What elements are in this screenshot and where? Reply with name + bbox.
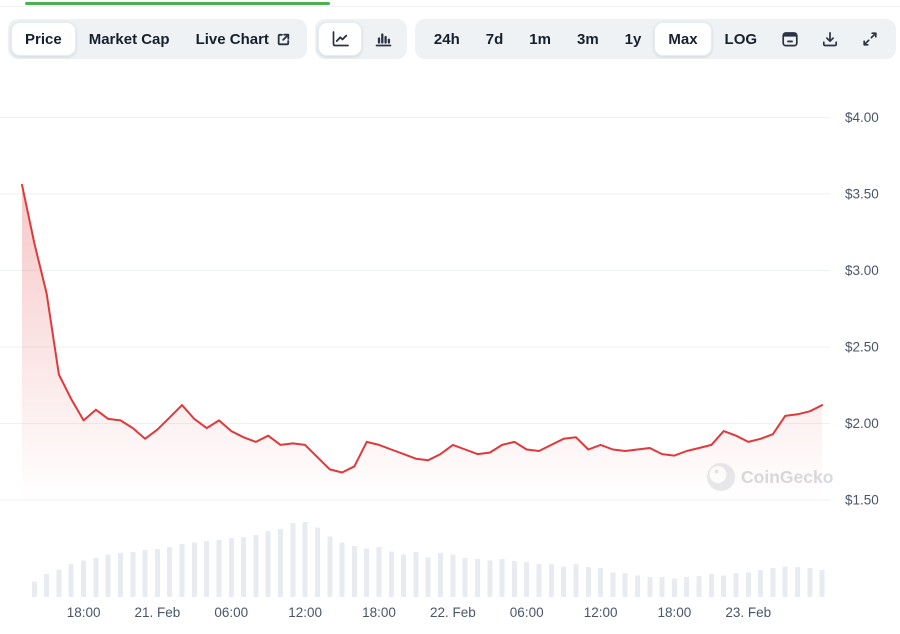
price-line bbox=[21, 183, 824, 474]
calendar-icon bbox=[782, 32, 798, 47]
live-chart-tab[interactable]: Live Chart bbox=[183, 22, 304, 56]
svg-text:$2.00: $2.00 bbox=[845, 416, 879, 431]
svg-text:$3.50: $3.50 bbox=[845, 187, 879, 202]
svg-text:12:00: 12:00 bbox=[584, 605, 618, 620]
line-chart-type-button[interactable] bbox=[317, 22, 362, 56]
svg-text:$3.00: $3.00 bbox=[845, 263, 879, 278]
external-link-icon bbox=[277, 33, 290, 45]
fullscreen-button[interactable] bbox=[850, 22, 890, 56]
chart-toolbar: Price Market Cap Live Chart bbox=[8, 19, 897, 59]
chart-type-toggle-group bbox=[314, 19, 407, 59]
date-range-button[interactable] bbox=[770, 22, 810, 56]
svg-text:23. Feb: 23. Feb bbox=[725, 605, 771, 620]
svg-text:$1.50: $1.50 bbox=[845, 493, 879, 508]
volume-bars bbox=[31, 522, 825, 598]
range-3m-button[interactable]: 3m bbox=[564, 22, 612, 56]
y-axis-labels: $4.00 $3.50 $3.00 $2.50 $2.00 $1.50 bbox=[845, 110, 879, 508]
live-chart-label: Live Chart bbox=[195, 30, 269, 48]
market-cap-tab[interactable]: Market Cap bbox=[76, 22, 183, 56]
log-scale-button[interactable]: LOG bbox=[712, 22, 771, 56]
range-1m-button[interactable]: 1m bbox=[516, 22, 564, 56]
range-1y-button[interactable]: 1y bbox=[612, 22, 655, 56]
x-axis-labels: 18:00 21. Feb 06:00 12:00 18:00 22. Feb 06:00 1… bbox=[67, 605, 771, 620]
range-max-button[interactable]: Max bbox=[654, 22, 712, 56]
range-24h-button[interactable]: 24h bbox=[421, 22, 473, 56]
svg-text:21. Feb: 21. Feb bbox=[135, 605, 181, 620]
svg-text:18:00: 18:00 bbox=[362, 605, 396, 620]
bar-chart-icon bbox=[375, 33, 392, 47]
active-tab-indicator bbox=[25, 2, 330, 5]
price-tab[interactable]: Price bbox=[11, 22, 76, 56]
download-button[interactable] bbox=[810, 22, 850, 56]
price-gridlines bbox=[0, 117, 830, 501]
line-chart-icon bbox=[332, 31, 349, 47]
svg-text:18:00: 18:00 bbox=[67, 605, 101, 620]
svg-text:12:00: 12:00 bbox=[288, 605, 322, 620]
price-area-fill bbox=[22, 184, 823, 501]
range-toggle-group: 24h 7d 1m 3m 1y Max LOG bbox=[414, 19, 897, 59]
svg-text:$2.50: $2.50 bbox=[845, 340, 879, 355]
download-icon bbox=[822, 31, 838, 47]
expand-icon bbox=[863, 32, 877, 46]
svg-text:$4.00: $4.00 bbox=[845, 110, 879, 125]
tab-bar-divider bbox=[0, 6, 900, 7]
svg-text:06:00: 06:00 bbox=[214, 605, 248, 620]
range-7d-button[interactable]: 7d bbox=[473, 22, 517, 56]
svg-text:06:00: 06:00 bbox=[510, 605, 544, 620]
svg-text:22. Feb: 22. Feb bbox=[430, 605, 476, 620]
svg-text:18:00: 18:00 bbox=[658, 605, 692, 620]
bar-chart-type-button[interactable] bbox=[362, 22, 404, 56]
metric-toggle-group: Price Market Cap Live Chart bbox=[8, 19, 307, 59]
